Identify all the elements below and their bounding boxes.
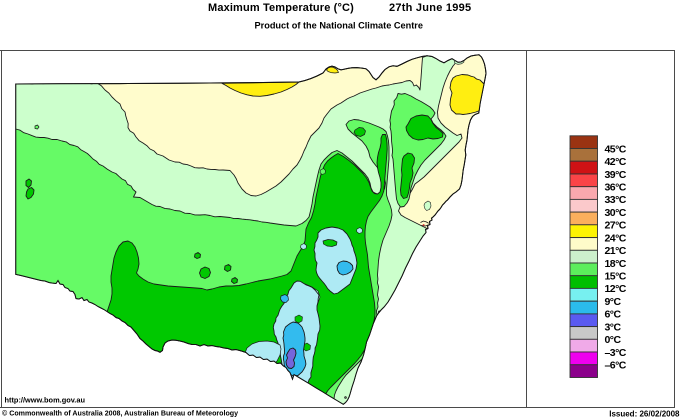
svg-text:http://www.bom.gov.au: http://www.bom.gov.au — [5, 396, 86, 405]
svg-text:42°C: 42°C — [605, 156, 627, 168]
svg-text:27th June 1995: 27th June 1995 — [389, 2, 471, 14]
svg-text:45°C: 45°C — [605, 143, 627, 155]
svg-text:39°C: 39°C — [605, 169, 627, 181]
svg-text:12°C: 12°C — [605, 283, 627, 295]
svg-text:Product of the National Climat: Product of the National Climate Centre — [255, 21, 423, 31]
svg-text:15°C: 15°C — [605, 271, 627, 283]
svg-text:21°C: 21°C — [605, 245, 627, 257]
svg-text:6°C: 6°C — [605, 309, 622, 321]
svg-text:18°C: 18°C — [605, 258, 627, 270]
svg-text:27°C: 27°C — [605, 220, 627, 232]
svg-text:30°C: 30°C — [605, 207, 627, 219]
svg-text:© Commonwealth of Australia 20: © Commonwealth of Australia 2008, Austra… — [2, 409, 238, 417]
svg-text:36°C: 36°C — [605, 182, 627, 194]
svg-text:24°C: 24°C — [605, 232, 627, 244]
svg-text:33°C: 33°C — [605, 194, 627, 206]
svg-text:3°C: 3°C — [605, 321, 622, 333]
svg-text:–3°C: –3°C — [605, 347, 627, 359]
svg-text:0°C: 0°C — [605, 334, 622, 346]
svg-text:9°C: 9°C — [605, 296, 622, 308]
svg-text:–6°C: –6°C — [605, 360, 627, 372]
svg-text:Maximum Temperature (°C): Maximum Temperature (°C) — [208, 2, 354, 14]
svg-text:Issued: 26/02/2008: Issued: 26/02/2008 — [609, 409, 680, 418]
